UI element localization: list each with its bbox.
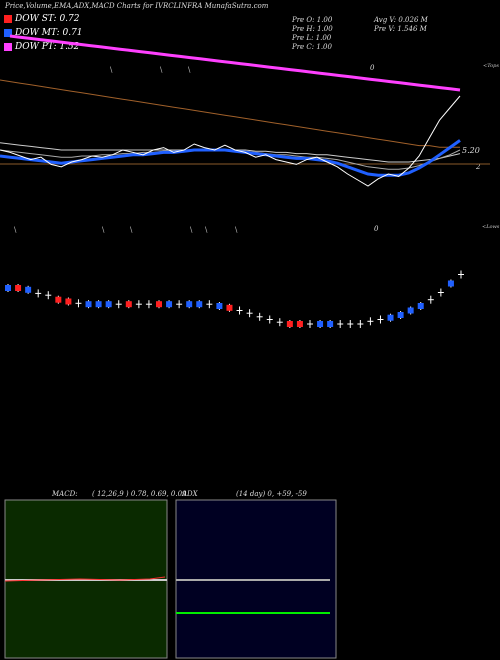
side-label-lows: <Lows: [482, 224, 500, 230]
series-dow-pt: [9, 34, 461, 92]
candle-body: [317, 321, 324, 327]
adx-params: (14 day) 0, +59, -59: [236, 490, 307, 498]
candle-body: [417, 303, 424, 309]
candle-body: [156, 301, 162, 308]
legend-swatch-mt: [4, 29, 12, 37]
candle-body: [85, 301, 92, 308]
candle-body: [286, 321, 293, 327]
candle-body: [5, 285, 11, 291]
low-tick: \: [190, 226, 193, 234]
legend-dow-st: DOW ST: 0.72: [4, 14, 80, 24]
candle-body: [186, 301, 193, 308]
adx-title: ADX: [182, 490, 198, 498]
candle-body: [216, 303, 223, 309]
series-long-ema: [0, 79, 460, 148]
candle-body: [125, 301, 132, 308]
candle-body: [166, 301, 173, 308]
macd-params: ( 12,26,9 ) 0.78, 0.69, 0.09: [92, 490, 187, 498]
top-tick: \: [160, 66, 163, 74]
stat-pre-open: Pre O: 1.00: [292, 16, 333, 24]
legend-swatch-pt: [4, 43, 12, 51]
low-tick: \: [102, 226, 105, 234]
candle-body: [296, 321, 303, 327]
candle-body: [95, 301, 102, 308]
low-marker: 0: [374, 225, 379, 233]
low-tick: \: [14, 226, 17, 234]
candle-body: [387, 314, 394, 321]
low-tick: \: [130, 226, 133, 234]
series-ema-long: [0, 142, 461, 163]
price-label: 5.20: [462, 146, 480, 155]
series-price: [0, 95, 461, 187]
candle-body: [25, 286, 32, 293]
chart-title: Price,Volume,EMA,ADX,MACD Charts for IVR…: [5, 2, 269, 10]
low-tick: \: [235, 226, 238, 234]
series-dow-mt: [0, 139, 461, 177]
candle-body: [447, 280, 454, 287]
legend-label-st: DOW ST: 0.72: [15, 14, 80, 24]
series-ema-mid: [0, 149, 461, 170]
legend-dow-pt: DOW PT: 1.52: [4, 42, 79, 52]
price-side-label: 2: [476, 163, 481, 171]
legend-label-mt: DOW MT: 0.71: [15, 28, 83, 38]
candle-body: [65, 298, 72, 305]
candle-body: [226, 304, 233, 311]
top-tick: \: [188, 66, 191, 74]
legend-label-pt: DOW PT: 1.52: [15, 42, 80, 52]
candle-body: [15, 285, 22, 291]
candle-body: [55, 296, 62, 303]
legend-dow-mt: DOW MT: 0.71: [4, 28, 83, 38]
stat-pre-high: Pre H: 1.00: [292, 25, 333, 33]
top-tick: \: [110, 66, 113, 74]
side-label-tops: <Tops: [483, 63, 499, 69]
stat-pre-close: Pre C: 1.00: [292, 43, 332, 51]
macd-line: [4, 576, 166, 582]
low-tick: \: [205, 226, 208, 234]
stat-avg-volume: Avg V: 0.026 M: [374, 16, 428, 24]
top-marker: 0: [370, 64, 375, 72]
candle-body: [397, 312, 404, 318]
candle-body: [105, 301, 112, 308]
candle-body: [327, 321, 334, 327]
legend-swatch-st: [4, 15, 12, 23]
candle-body: [196, 301, 203, 308]
stat-pre-volume: Pre V: 1.546 M: [374, 25, 427, 33]
candle-body: [407, 307, 414, 314]
macd-title: MACD:: [52, 490, 78, 498]
stat-pre-low: Pre L: 1.00: [292, 34, 332, 42]
